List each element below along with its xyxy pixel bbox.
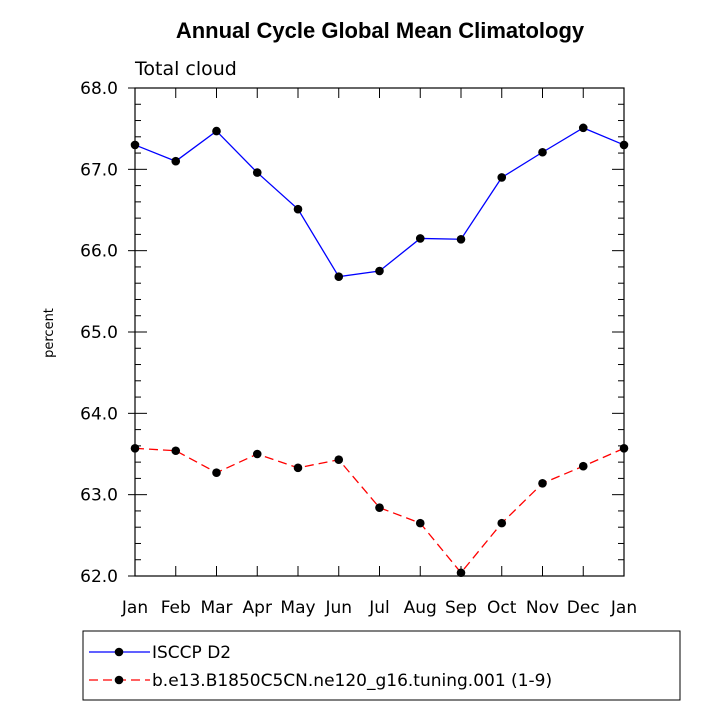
data-point: [497, 173, 507, 182]
data-point: [578, 461, 588, 471]
data-point: [171, 156, 181, 166]
data-point: [212, 468, 221, 478]
y-tick-label: 63.0: [80, 486, 118, 506]
plot-frame: [134, 87, 625, 577]
data-point: [497, 518, 507, 528]
legend-marker: [114, 675, 124, 685]
data-point: [578, 123, 588, 133]
y-tick-label: 65.0: [80, 323, 118, 343]
x-tick-label: Dec: [567, 598, 600, 618]
data-point: [130, 140, 140, 150]
data-point: [619, 444, 629, 453]
legend-box: [82, 630, 681, 701]
x-tick-label: Oct: [487, 598, 517, 618]
x-tick-label: Jan: [610, 598, 637, 618]
series-line-1: [134, 127, 625, 278]
legend-label-2: b.e13.B1850C5CN.ne120_g16.tuning.001 (1-…: [152, 671, 552, 691]
x-tick-labels: Jan Feb Mar Apr May Jun Jul Aug Sep Oct Nov Dec Jan: [121, 598, 637, 618]
y-tick-label: 62.0: [80, 567, 118, 587]
plot-area: Jan Feb Mar Apr May Jun Jul Aug Sep Oct Nov Dec Jan …: [80, 79, 637, 618]
chart-title: Annual Cycle Global Mean Climatology: [176, 18, 585, 43]
legend: ISCCP D2 b.e13.B1850C5CN.ne120_g16.tuning…: [82, 630, 681, 701]
x-tick-label: Sep: [445, 598, 477, 618]
data-point: [252, 449, 262, 459]
x-tick-label: Jun: [324, 598, 352, 618]
legend-label-1: ISCCP D2: [152, 643, 231, 663]
data-point: [538, 478, 547, 488]
data-point: [334, 455, 344, 464]
data-point: [619, 140, 629, 150]
data-point: [375, 503, 384, 512]
x-tick-label: Nov: [526, 598, 559, 618]
y-tick-labels: 62.0 63.0 64.0 65.0 66.0 67.0 68.0: [80, 79, 118, 587]
data-point: [212, 126, 221, 136]
data-point: [415, 518, 425, 528]
data-point: [415, 234, 425, 243]
x-tick-label: Apr: [243, 598, 272, 618]
x-tick-label: Jan: [121, 598, 148, 618]
data-point: [252, 168, 262, 177]
data-point: [334, 272, 344, 281]
data-point: [375, 266, 384, 276]
axis-ticks: [128, 87, 625, 577]
x-tick-label: Feb: [161, 598, 191, 618]
x-tick-label: Jul: [368, 598, 390, 618]
y-tick-label: 68.0: [80, 79, 118, 99]
data-point: [456, 568, 466, 578]
x-tick-label: Aug: [404, 598, 437, 618]
series-layer: [130, 123, 629, 578]
data-point: [293, 204, 303, 214]
data-point: [538, 147, 547, 157]
y-axis-label: percent: [42, 308, 57, 358]
data-point: [171, 446, 181, 456]
data-point: [456, 234, 466, 244]
x-tick-label: May: [280, 598, 315, 618]
y-tick-label: 67.0: [80, 160, 118, 180]
y-tick-label: 66.0: [80, 242, 118, 262]
x-tick-label: Mar: [200, 598, 232, 618]
legend-marker: [114, 647, 124, 657]
y-tick-label: 64.0: [80, 404, 118, 424]
data-point: [293, 463, 303, 473]
data-point: [130, 444, 140, 453]
chart-subtitle: Total cloud: [134, 58, 237, 80]
